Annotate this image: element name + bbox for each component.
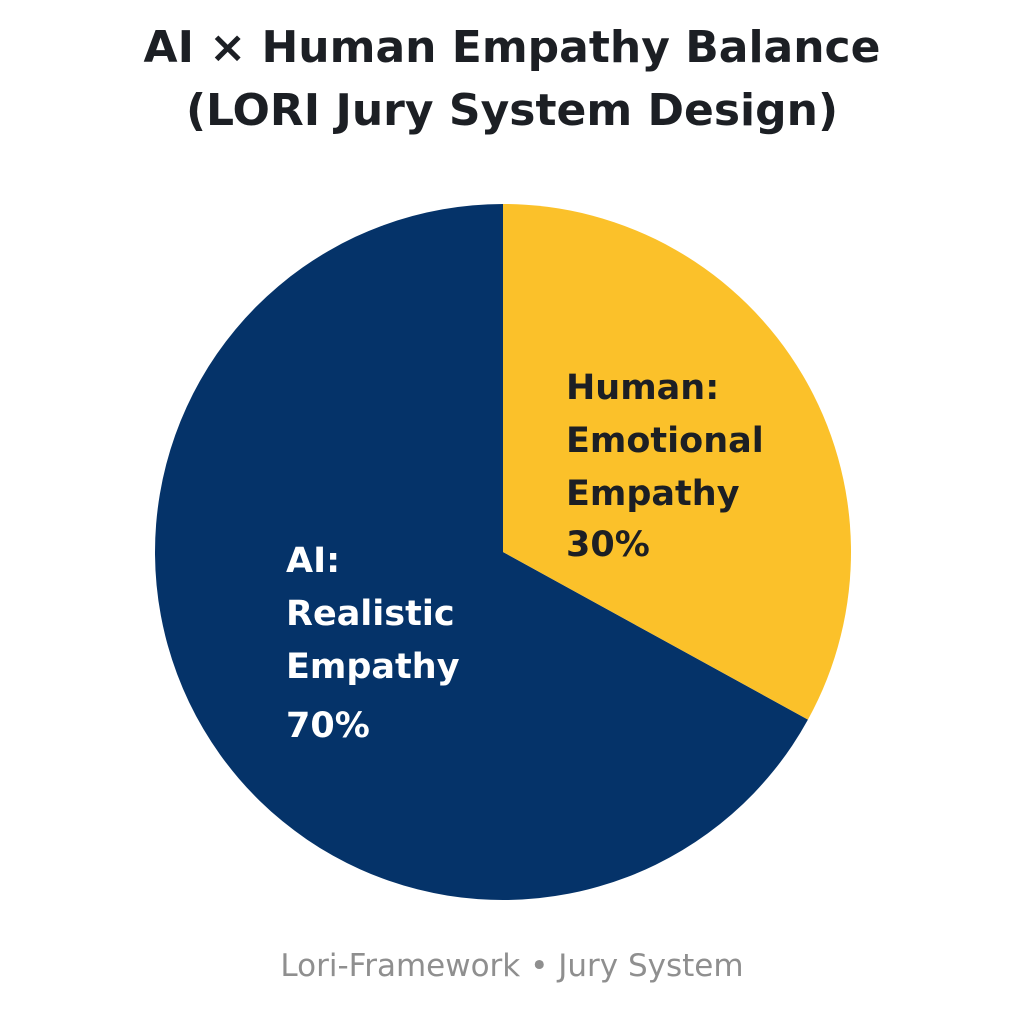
pie-slice-ai [154,204,808,900]
label-ai-slice: AI: Realistic Empathy 70% [286,535,460,753]
label-ai-pct: 70% [286,706,370,746]
chart-title-line2: (LORI Jury System Design) [185,85,839,136]
label-human-line2: Emotional [566,421,764,461]
chart-title-line1: AI × Human Empathy Balance [143,22,881,73]
label-human-pct: 30% [566,525,650,565]
label-human-slice: Human: Emotional Empathy 30% [566,362,764,572]
pie-slice-human [503,204,851,720]
label-ai-line2: Realistic [286,594,455,634]
label-human-line3: Empathy [566,474,740,514]
footer-caption: Lori-Framework • Jury System [280,948,744,984]
label-human-line1: Human: [566,368,720,408]
label-ai-line3: Empathy [286,647,460,687]
label-ai-line1: AI: [286,541,341,581]
